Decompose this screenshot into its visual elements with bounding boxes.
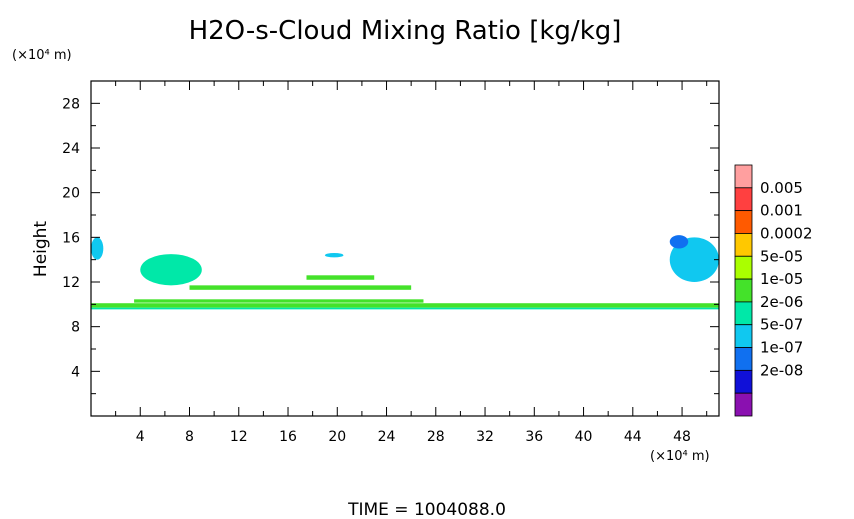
- legend-swatch: [734, 324, 753, 348]
- y-tick-label: 4: [71, 364, 80, 380]
- x-tick-label: 20: [328, 429, 346, 445]
- legend-label: 0.001: [760, 202, 803, 220]
- y-tick-label: 16: [62, 230, 80, 246]
- legend-label: 1e-07: [760, 339, 803, 357]
- x-tick-label: 24: [378, 429, 396, 445]
- x-tick-label: 44: [624, 429, 642, 445]
- plot-content: [91, 235, 719, 310]
- legend-swatch: [734, 187, 753, 212]
- legend-swatch: [734, 278, 753, 303]
- region-blob-left: [140, 254, 202, 286]
- region-blob-right: [669, 237, 719, 282]
- legend-label: 2e-08: [760, 361, 803, 379]
- time-label: TIME = 1004088.0: [347, 500, 506, 519]
- color-legend: 0.005 0.001 0.0002 5e-05 1e-05 2e-06 5e-07 1e-0…: [734, 164, 813, 417]
- x-tick-label: 16: [279, 429, 297, 445]
- x-tick-label: 40: [575, 429, 593, 445]
- x-tick-label: 8: [185, 429, 194, 445]
- y-tick-label: 12: [62, 275, 80, 291]
- legend-swatch: [734, 347, 753, 371]
- x-tick-label: 4: [136, 429, 145, 445]
- legend-label: 1e-05: [760, 270, 803, 288]
- legend-label: 5e-07: [760, 316, 803, 334]
- region-blob-left-edge: [91, 237, 104, 260]
- legend-label: 0.005: [760, 179, 803, 197]
- region-layer-11.5: [189, 285, 412, 290]
- y-axis-unit: (×10⁴ m): [12, 48, 72, 63]
- y-tick-label: 8: [71, 320, 80, 336]
- plot-frame: [90, 80, 720, 417]
- legend-swatch: [734, 369, 753, 394]
- legend-swatch: [734, 392, 753, 417]
- chart-title: H2O-s-Cloud Mixing Ratio [kg/kg]: [189, 16, 622, 46]
- legend-swatch: [734, 255, 753, 280]
- legend-swatch: [734, 164, 753, 189]
- region-main-band: [91, 303, 719, 308]
- region-main-band-edge: [91, 307, 719, 310]
- y-tick-label: 24: [62, 141, 80, 157]
- x-tick-label: 36: [525, 429, 543, 445]
- region-layer-10.3: [134, 299, 424, 303]
- y-ticks: 4 8 12 16 20 24 28: [62, 96, 719, 395]
- legend-label: 5e-05: [760, 247, 803, 265]
- legend-label: 2e-06: [760, 293, 803, 311]
- x-ticks: 4 8 12 16 20 24 28 32 36 40 44 48: [115, 81, 708, 445]
- y-tick-label: 20: [62, 186, 80, 202]
- region-blob-right-top: [669, 235, 689, 249]
- x-tick-label: 28: [427, 429, 445, 445]
- x-tick-label: 12: [230, 429, 248, 445]
- legend-swatch: [734, 301, 753, 326]
- region-layer-12.4: [306, 275, 375, 280]
- x-tick-label: 32: [476, 429, 494, 445]
- legend-swatch: [734, 233, 753, 257]
- x-axis-unit: (×10⁴ m): [650, 449, 710, 464]
- region-blob-20: [324, 252, 344, 258]
- legend-label: 0.0002: [760, 224, 813, 242]
- x-tick-label: 48: [673, 429, 691, 445]
- y-axis-label: Height: [31, 221, 51, 278]
- y-tick-label: 28: [62, 96, 80, 112]
- legend-swatch: [734, 210, 753, 234]
